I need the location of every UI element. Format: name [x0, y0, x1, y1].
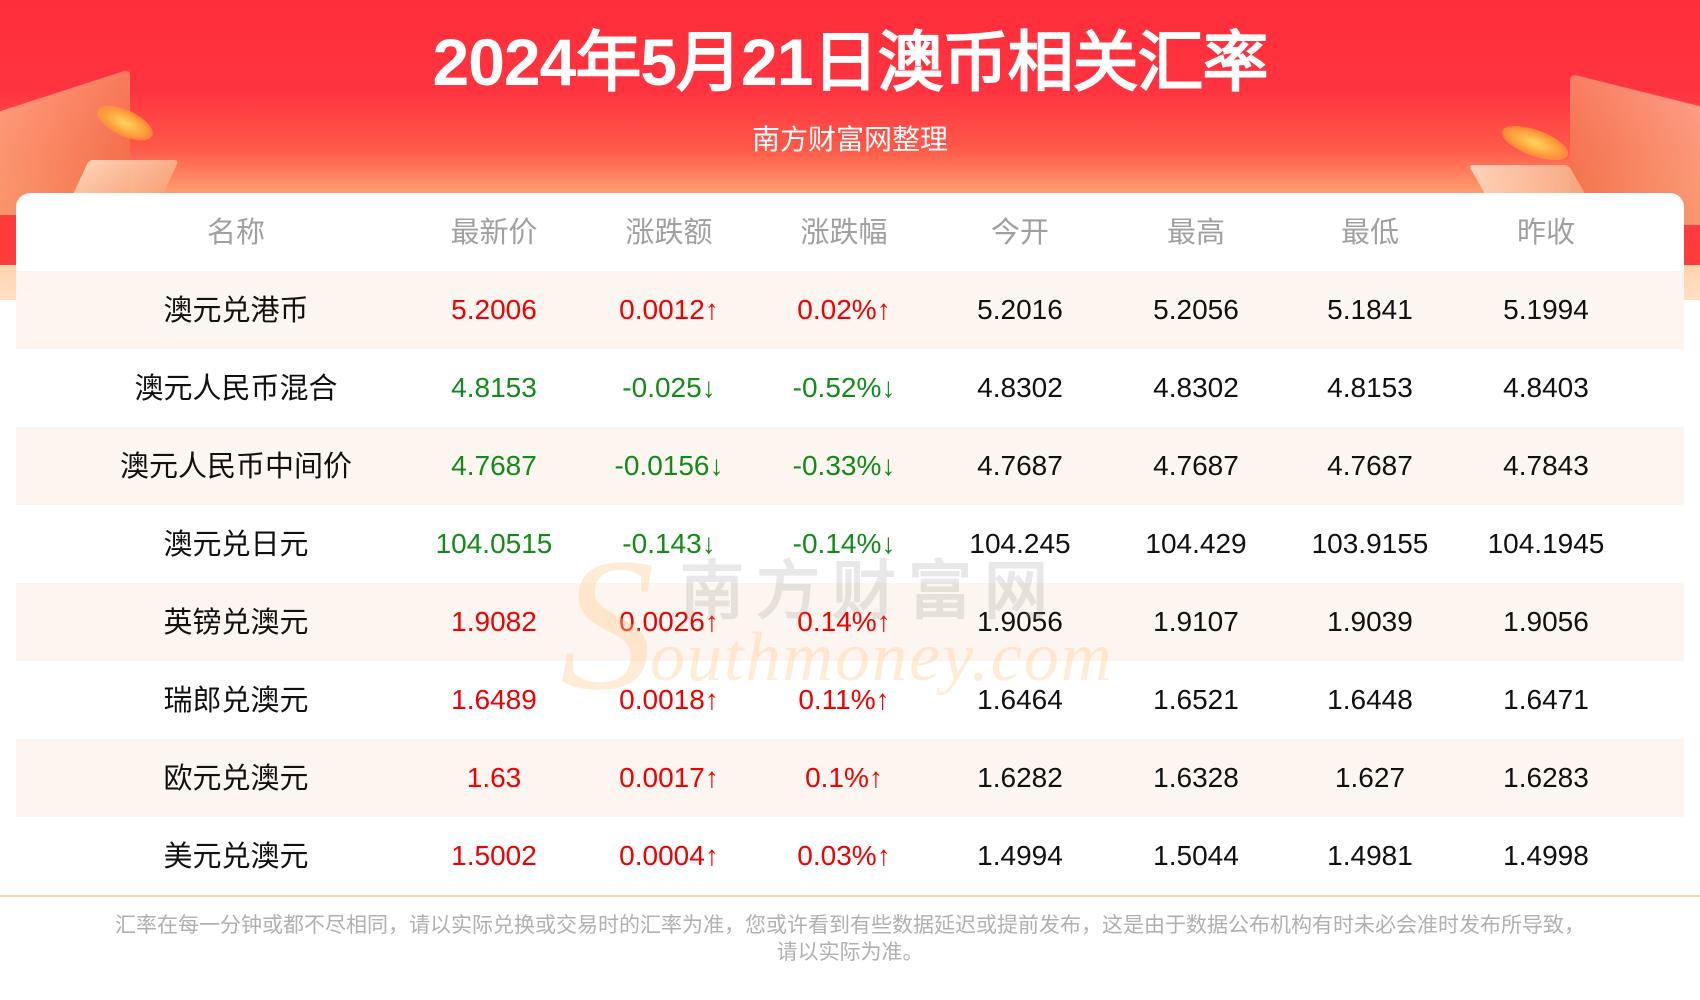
row-open: 1.9056: [977, 606, 1063, 637]
row-change-pct: 0.02%↑: [797, 294, 891, 325]
row-change: -0.025↓: [622, 372, 716, 403]
row-low: 103.9155: [1311, 528, 1429, 559]
column-header-high: 最高: [1166, 215, 1225, 249]
row-latest: 1.63: [466, 762, 522, 793]
row-open: 104.245: [969, 528, 1071, 559]
table-row: 英镑兑澳元 1.9082 0.0026↑ 0.14%↑ 1.9056 1.910…: [16, 583, 1684, 661]
table-row: 欧元兑澳元 1.63 0.0017↑ 0.1%↑ 1.6282 1.6328 1…: [16, 739, 1684, 817]
table-row: 美元兑澳元 1.5002 0.0004↑ 0.03%↑ 1.4994 1.504…: [16, 817, 1684, 895]
decorative-ribbon-right: [1684, 225, 1700, 265]
row-prev-close: 5.1994: [1503, 294, 1589, 325]
column-header-prev-close: 昨收: [1516, 215, 1575, 249]
disclaimer-line-2: 请以实际为准。: [776, 940, 924, 964]
row-change: -0.143↓: [622, 528, 716, 559]
row-high: 5.2056: [1153, 294, 1239, 325]
row-change: 0.0004↑: [619, 840, 719, 871]
row-change: 0.0017↑: [619, 762, 719, 793]
row-name: 澳元兑港币: [163, 293, 309, 327]
table-row: 澳元兑港币 5.2006 0.0012↑ 0.02%↑ 5.2016 5.205…: [16, 271, 1684, 349]
page-title: 2024年5月21日澳币相关汇率: [432, 25, 1269, 99]
column-header-change-pct: 涨跌幅: [800, 215, 888, 249]
column-header-name: 名称: [206, 215, 265, 249]
row-name: 美元兑澳元: [163, 839, 309, 873]
row-name: 澳元兑日元: [163, 527, 309, 561]
column-header-change: 涨跌额: [625, 215, 713, 249]
row-name: 澳元人民币混合: [134, 371, 338, 405]
column-header-low: 最低: [1340, 215, 1399, 249]
row-open: 5.2016: [977, 294, 1063, 325]
row-low: 1.9039: [1327, 606, 1413, 637]
row-low: 4.7687: [1327, 450, 1413, 481]
row-latest: 4.7687: [451, 450, 537, 481]
row-latest: 5.2006: [451, 294, 537, 325]
row-low: 1.6448: [1327, 684, 1413, 715]
row-change-pct: -0.14%↓: [792, 528, 896, 559]
row-open: 1.6464: [977, 684, 1063, 715]
row-high: 4.7687: [1153, 450, 1239, 481]
row-prev-close: 1.9056: [1503, 606, 1589, 637]
row-open: 1.6282: [977, 762, 1063, 793]
disclaimer: 汇率在每一分钟或都不尽相同，请以实际兑换或交易时的汇率为准，您或许看到有些数据延…: [60, 912, 1640, 966]
row-change: -0.0156↓: [614, 450, 724, 481]
row-change-pct: -0.52%↓: [792, 372, 896, 403]
row-change: 0.0026↑: [619, 606, 719, 637]
row-low: 1.4981: [1327, 840, 1413, 871]
table-row: 瑞郎兑澳元 1.6489 0.0018↑ 0.11%↑ 1.6464 1.652…: [16, 661, 1684, 739]
exchange-rate-table: 名称 最新价 涨跌额 涨跌幅 今开 最高 最低 昨收 澳元兑港币 5.2006 …: [16, 193, 1684, 895]
table-row: 澳元兑日元 104.0515 -0.143↓ -0.14%↓ 104.245 1…: [16, 505, 1684, 583]
row-high: 1.5044: [1153, 840, 1239, 871]
row-open: 4.7687: [977, 450, 1063, 481]
row-high: 1.6328: [1153, 762, 1239, 793]
footer-divider: [0, 895, 1700, 897]
row-change: 0.0018↑: [619, 684, 719, 715]
row-prev-close: 104.1945: [1487, 528, 1605, 559]
row-name: 英镑兑澳元: [163, 605, 309, 639]
column-header-latest: 最新价: [450, 215, 538, 249]
row-open: 1.4994: [977, 840, 1063, 871]
row-name: 瑞郎兑澳元: [163, 683, 309, 717]
row-prev-close: 1.6283: [1503, 762, 1589, 793]
column-header-open: 今开: [990, 215, 1049, 249]
row-high: 104.429: [1145, 528, 1247, 559]
row-high: 4.8302: [1153, 372, 1239, 403]
row-change-pct: 0.11%↑: [798, 684, 890, 715]
row-change-pct: 0.1%↑: [805, 762, 883, 793]
row-change: 0.0012↑: [619, 294, 719, 325]
row-low: 1.627: [1334, 762, 1406, 793]
decorative-ribbon-left: [0, 215, 18, 265]
row-latest: 1.6489: [451, 684, 537, 715]
row-high: 1.6521: [1153, 684, 1239, 715]
row-latest: 1.5002: [451, 840, 537, 871]
row-prev-close: 4.8403: [1503, 372, 1589, 403]
row-prev-close: 1.4998: [1503, 840, 1589, 871]
row-latest: 104.0515: [435, 528, 553, 559]
row-change-pct: -0.33%↓: [792, 450, 896, 481]
row-change-pct: 0.03%↑: [797, 840, 891, 871]
row-low: 5.1841: [1327, 294, 1413, 325]
row-open: 4.8302: [977, 372, 1063, 403]
table-header-row: 名称 最新价 涨跌额 涨跌幅 今开 最高 最低 昨收: [16, 193, 1684, 271]
row-name: 欧元兑澳元: [163, 761, 309, 795]
disclaimer-line-1: 汇率在每一分钟或都不尽相同，请以实际兑换或交易时的汇率为准，您或许看到有些数据延…: [115, 913, 1585, 937]
page-subtitle: 南方财富网整理: [751, 123, 948, 156]
row-change-pct: 0.14%↑: [797, 606, 891, 637]
table-row: 澳元人民币混合 4.8153 -0.025↓ -0.52%↓ 4.8302 4.…: [16, 349, 1684, 427]
row-prev-close: 4.7843: [1503, 450, 1589, 481]
table-row: 澳元人民币中间价 4.7687 -0.0156↓ -0.33%↓ 4.7687 …: [16, 427, 1684, 505]
row-latest: 1.9082: [451, 606, 537, 637]
row-name: 澳元人民币中间价: [119, 449, 352, 483]
row-prev-close: 1.6471: [1503, 684, 1589, 715]
row-low: 4.8153: [1327, 372, 1413, 403]
row-latest: 4.8153: [451, 372, 537, 403]
row-high: 1.9107: [1153, 606, 1239, 637]
